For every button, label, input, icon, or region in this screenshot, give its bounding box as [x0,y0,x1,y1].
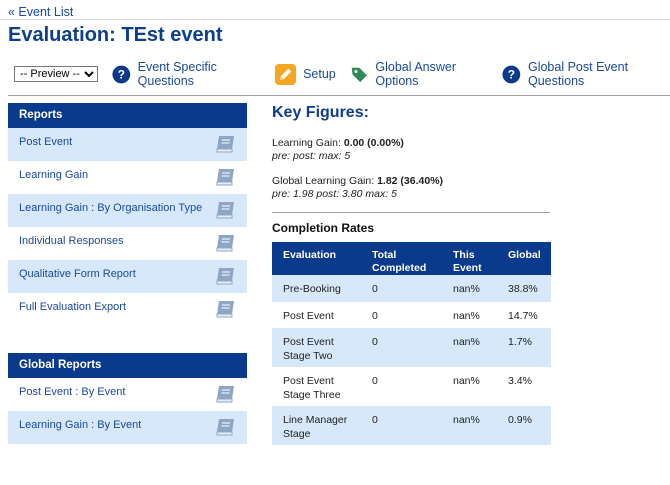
preview-select[interactable]: -- Preview -- [14,66,98,82]
report-qualitative-form[interactable]: Qualitative Form Report [8,260,247,293]
event-list-link[interactable]: « Event List [8,5,74,19]
table-cell: 0 [372,375,378,387]
book-icon [216,136,234,153]
book-icon [216,301,234,318]
report-label: Learning Gain [19,169,89,181]
report-label: Learning Gain : By Organisation Type [19,202,203,214]
top-divider [0,19,670,20]
global-post-event-questions-label: Global Post Event Questions [527,60,629,88]
report-full-evaluation-export[interactable]: Full Evaluation Export [8,293,247,326]
global-report-learning-gain-by-event[interactable]: Learning Gain : By Event [8,411,247,444]
svg-text:?: ? [508,67,515,81]
completion-rates-title: Completion Rates [272,221,375,235]
global-learning-gain-label: Global Learning Gain: [272,175,375,187]
global-reports-panel: Global Reports Post Event : By Event Lea… [8,353,247,444]
global-reports-heading: Global Reports [8,353,247,378]
table-row: Post Event Stage Three 0 nan% 3.4% [272,367,551,406]
key-figures-divider [272,212,550,213]
pencil-icon [275,63,297,85]
table-cell: 0 [361,406,442,445]
completion-rates-table: Evaluation Total Completed This Event Gl… [272,242,551,445]
page-title: Evaluation: TEst event [8,24,223,46]
table-cell: nan% [442,275,497,302]
global-learning-gain-figure: Global Learning Gain: 1.82 (36.40%) pre:… [272,175,443,200]
learning-gain-label: Learning Gain: [272,137,341,149]
table-cell: 0 [361,275,442,302]
global-report-post-event-by-event[interactable]: Post Event : By Event [8,378,247,411]
table-cell: Post Event Stage Three [283,375,341,401]
table-cell: 3.4% [508,375,532,387]
help-circle-icon: ? [502,65,521,83]
table-cell: Pre-Booking [272,275,361,302]
book-icon [216,235,234,252]
table-cell: nan% [453,375,480,387]
table-row: Line Manager Stage 0 nan% 0.9% [272,406,551,445]
event-specific-questions-button[interactable]: ? Event Specific Questions [112,60,261,88]
book-icon [216,202,234,219]
toolbar-divider [8,95,670,96]
report-label: Learning Gain : By Event [19,419,142,431]
setup-button[interactable]: Setup [275,63,336,85]
tag-icon [351,67,367,82]
report-learning-gain[interactable]: Learning Gain [8,161,247,194]
event-specific-questions-label: Event Specific Questions [137,60,217,88]
help-circle-icon: ? [112,65,131,83]
toolbar: -- Preview -- ? Event Specific Questions… [14,60,670,88]
global-answer-options-button[interactable]: Global Answer Options [350,60,489,88]
report-label: Post Event [19,136,73,148]
global-learning-gain-value: 1.82 (36.40%) [377,175,444,187]
report-individual-responses[interactable]: Individual Responses [8,227,247,260]
table-cell: 1.7% [497,328,551,367]
global-learning-gain-detail: pre: 1.98 post: 3.80 max: 5 [272,188,397,200]
table-row: Post Event Stage Two 0 nan% 1.7% [272,328,551,367]
key-figures-title: Key Figures: [272,104,369,121]
table-cell: nan% [453,310,480,322]
table-cell: Post Event [283,310,334,322]
table-cell: 38.8% [497,275,551,302]
global-answer-options-label: Global Answer Options [375,60,457,88]
book-icon [216,419,234,436]
column-header: Global [497,242,551,275]
table-row: Pre-Booking 0 nan% 38.8% [272,275,551,302]
report-label: Qualitative Form Report [19,268,136,280]
table-cell: 0 [372,310,378,322]
report-label: Individual Responses [19,235,124,247]
table-cell: Post Event Stage Two [272,328,361,367]
book-icon [216,268,234,285]
table-row: Post Event 0 nan% 14.7% [272,302,551,328]
report-label: Full Evaluation Export [19,301,126,313]
table-cell: 14.7% [508,310,538,322]
learning-gain-value: 0.00 (0.00%) [343,137,404,149]
book-icon [216,386,234,403]
svg-text:?: ? [118,67,125,81]
column-header: This Event [442,242,497,275]
table-cell: 0.9% [497,406,551,445]
reports-panel: Reports Post Event Learning Gain Learnin… [8,103,247,326]
report-post-event[interactable]: Post Event [8,128,247,161]
table-cell: nan% [442,406,497,445]
reports-heading: Reports [8,103,247,128]
column-header: Evaluation [272,242,361,275]
table-header-row: Evaluation Total Completed This Event Gl… [272,242,551,275]
table-cell: 0 [361,328,442,367]
report-learning-gain-by-org[interactable]: Learning Gain : By Organisation Type [8,194,247,227]
book-icon [216,169,234,186]
learning-gain-detail: pre: post: max: 5 [272,150,351,162]
learning-gain-figure: Learning Gain: 0.00 (0.00%) pre: post: m… [272,137,404,162]
table-cell: Line Manager Stage [272,406,361,445]
report-label: Post Event : By Event [19,386,126,398]
table-cell: nan% [442,328,497,367]
global-post-event-questions-button[interactable]: ? Global Post Event Questions [502,60,670,88]
column-header: Total Completed [361,242,442,275]
setup-label: Setup [303,67,336,81]
